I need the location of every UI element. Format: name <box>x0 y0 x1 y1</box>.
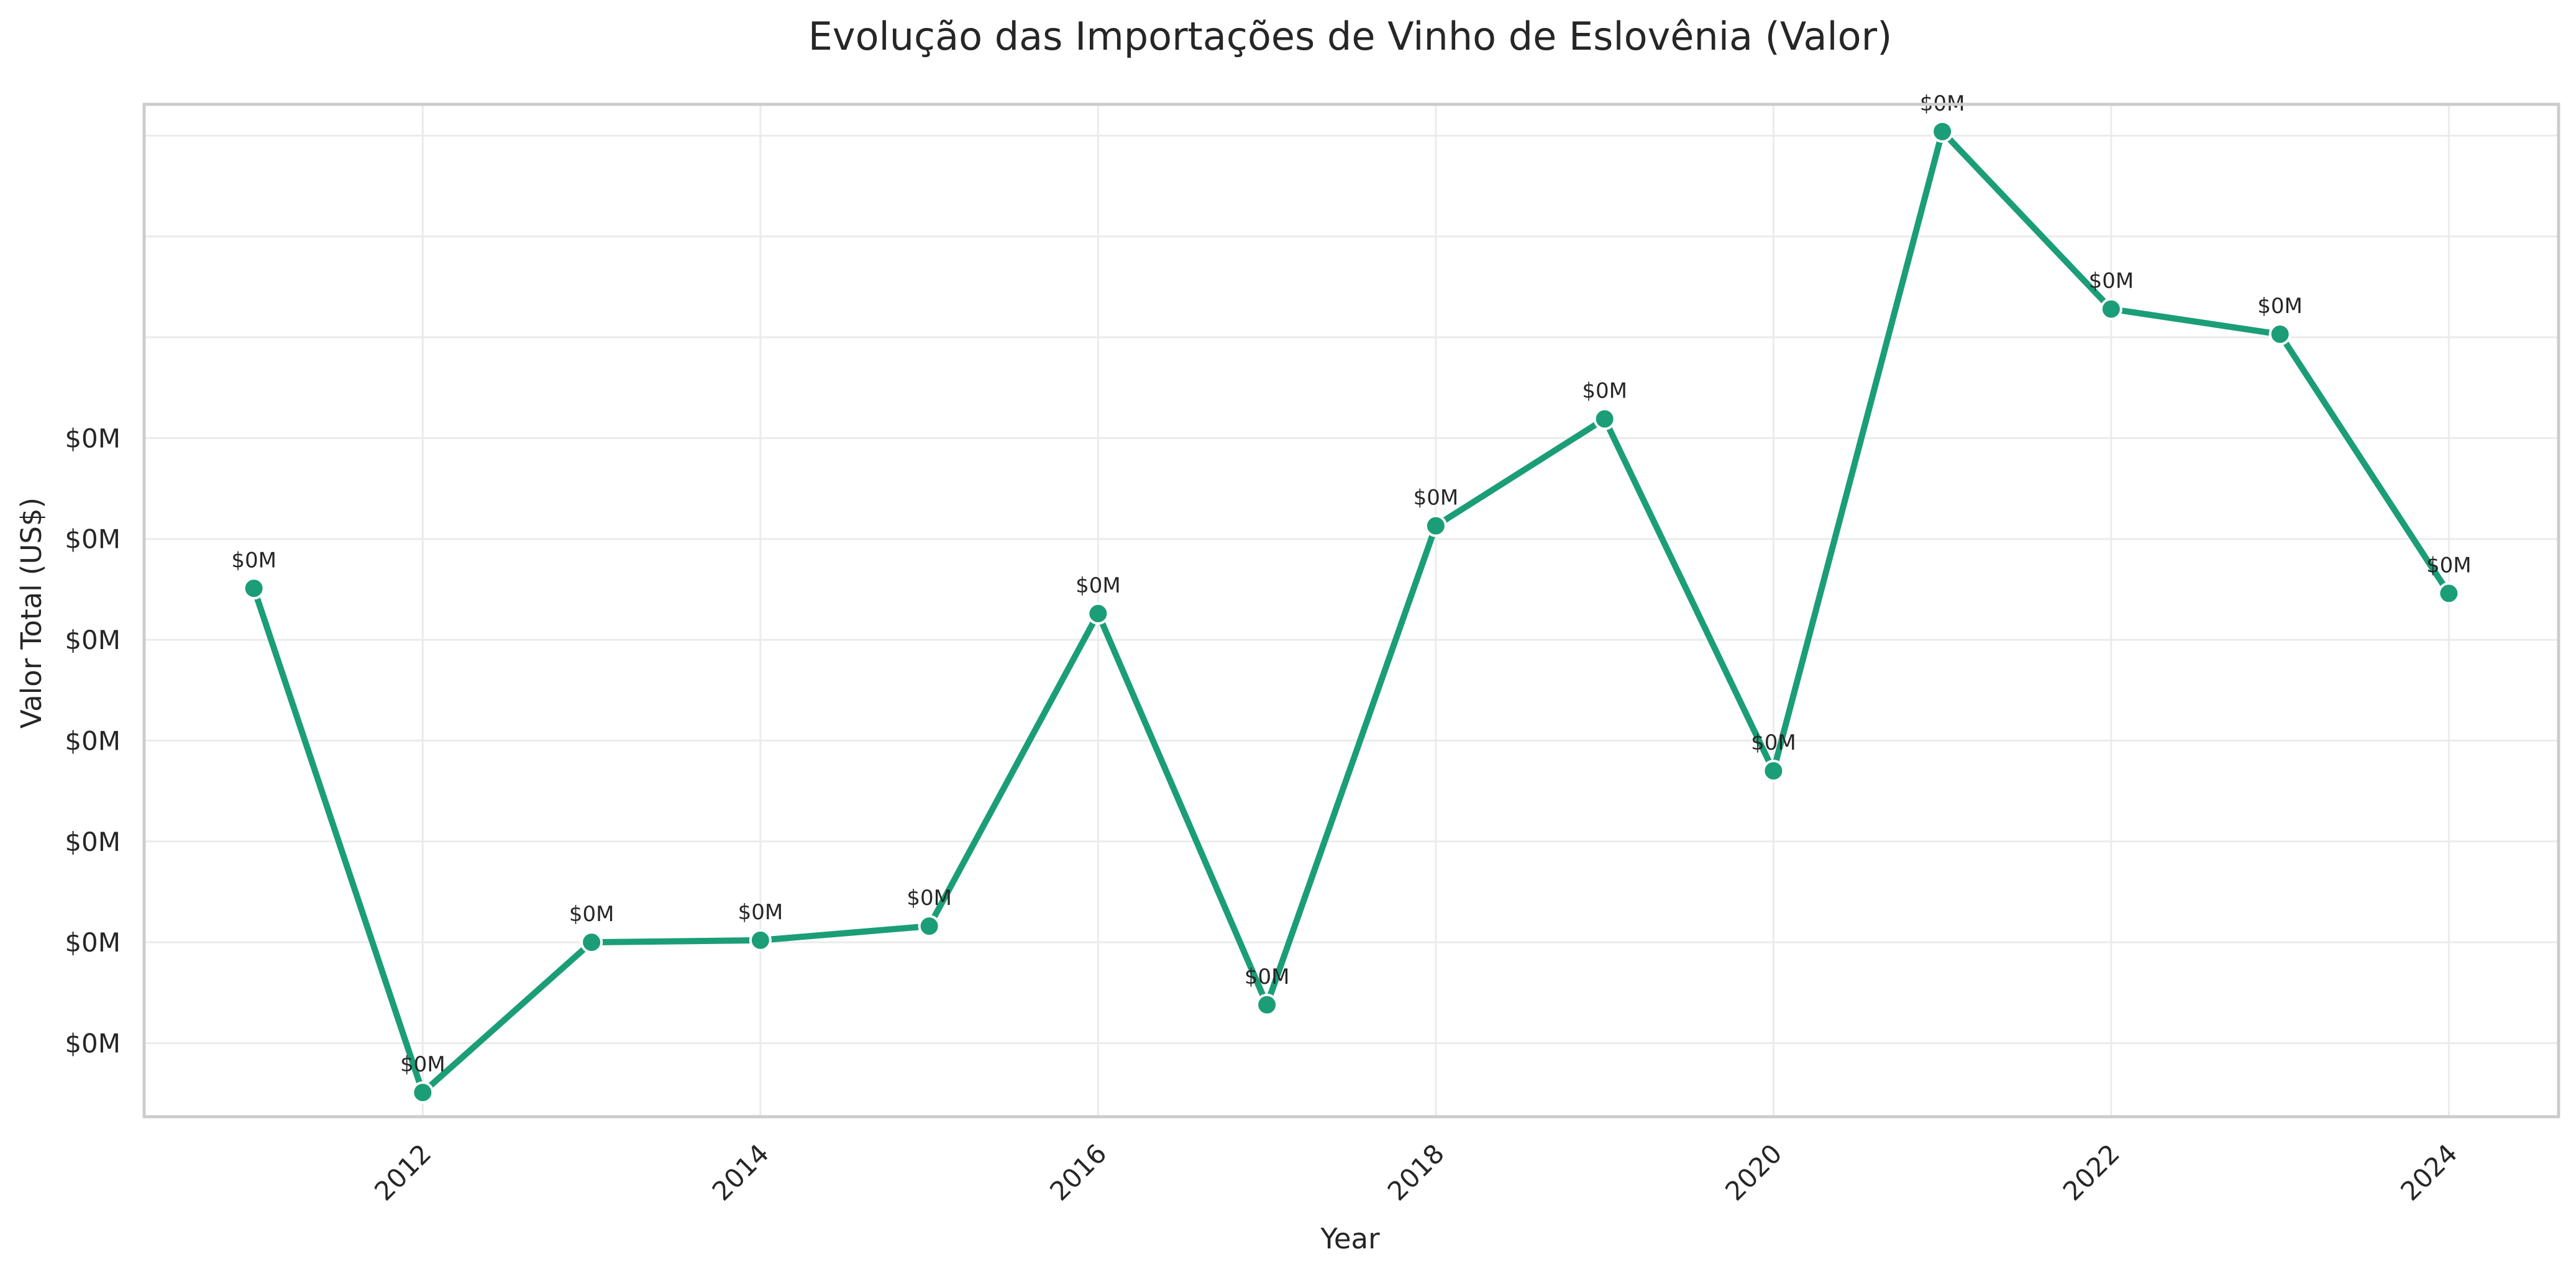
data-label-layer: $0M$0M$0M $0M$0M$0M$0M$0M$0M$0M$0M$0M$0M$… <box>231 91 2471 1077</box>
x-axis-label: Year <box>1320 1222 1380 1255</box>
y-tick-label: $0M <box>65 725 121 756</box>
data-label: $0M <box>1751 730 1796 755</box>
data-point <box>411 1081 434 1104</box>
data-point <box>1762 760 1785 783</box>
data-point <box>1424 514 1447 537</box>
data-point <box>2099 298 2122 320</box>
data-point <box>1593 407 1616 430</box>
data-label: $0M <box>1076 573 1121 598</box>
plot-frame <box>142 102 2560 1119</box>
series-line <box>250 128 2452 1096</box>
y-tick-label: $0M <box>65 625 121 655</box>
data-point <box>1931 120 1954 143</box>
y-tick-label: $0M <box>65 423 121 453</box>
data-label: $0M <box>907 886 952 911</box>
data-point <box>2268 323 2291 346</box>
y-tick-label: $0M <box>65 524 121 555</box>
y-axis-label: Valor Total (US$) <box>15 497 48 729</box>
data-label: $0M <box>231 548 276 573</box>
data-label: $0M <box>1414 486 1459 511</box>
data-label: $0M <box>2257 294 2303 319</box>
y-tick-label: $0M <box>65 827 121 857</box>
y-tick-label: $0M <box>65 927 121 958</box>
data-point <box>2437 582 2460 605</box>
data-label: $0M <box>400 1052 445 1077</box>
data-label: $0M <box>1245 965 1290 989</box>
data-label: $0M <box>2089 269 2134 294</box>
data-label: $0M <box>569 902 614 927</box>
data-label: $0M <box>2426 553 2472 578</box>
data-point <box>1256 993 1279 1016</box>
y-tick-label: $0M <box>65 1028 121 1058</box>
data-label: $0M <box>738 900 783 925</box>
data-point <box>580 931 603 954</box>
series-layer <box>242 120 2460 1104</box>
data-point <box>242 577 265 600</box>
data-label: $0M <box>1582 379 1627 404</box>
chart-title: Evolução das Importações de Vinho de Esl… <box>808 14 1893 59</box>
data-point <box>1087 602 1110 625</box>
data-point <box>749 929 772 952</box>
data-point <box>918 915 941 938</box>
